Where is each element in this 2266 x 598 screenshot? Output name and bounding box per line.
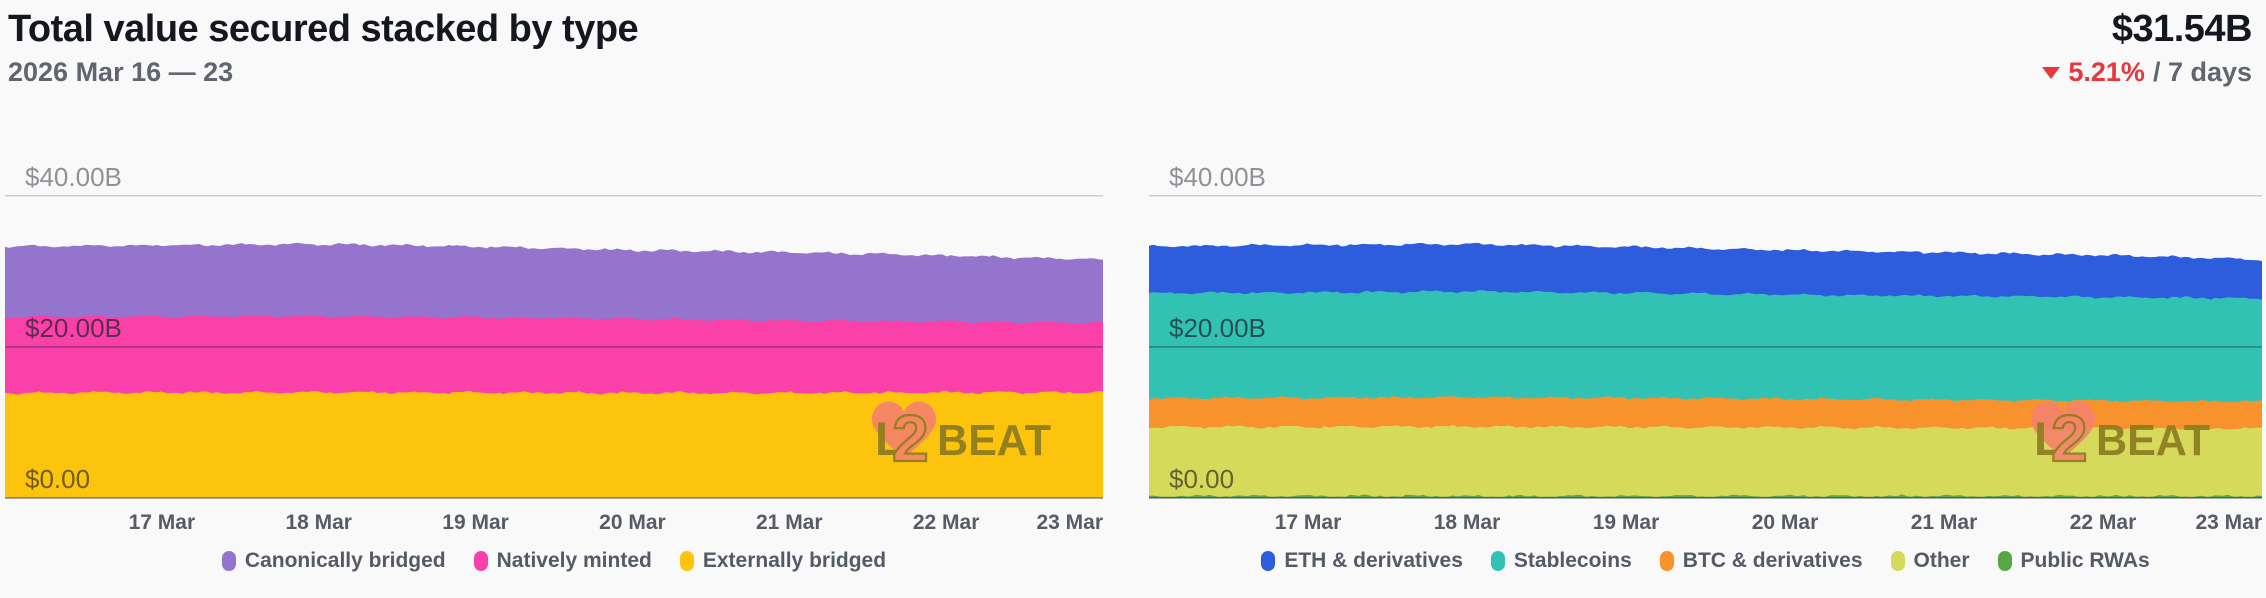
x-tick-label: 23 Mar	[1036, 511, 1103, 534]
heart-icon	[2030, 401, 2096, 459]
change-indicator: 5.21% / 7 days	[2042, 56, 2252, 88]
x-tick-label: 22 Mar	[913, 511, 980, 534]
chart-column-bridging-type: $0.00 $20.00B $40.00B 17 Mar 18 Mar 19 Mar 20 …	[5, 115, 1103, 573]
page-title: Total value secured stacked by type	[8, 8, 639, 50]
y-tick-label: $0.00	[25, 464, 90, 494]
chart-column-asset-type: $0.00 $20.00B $40.00B 17 Mar 18 Mar 19 Mar 20 …	[1149, 115, 2262, 573]
legend-label: Canonically bridged	[244, 549, 446, 573]
change-percent: 5.21%	[2068, 56, 2145, 87]
x-tick-label: 20 Mar	[599, 511, 666, 534]
chart-header: Total value secured stacked by type 2026…	[0, 0, 2266, 88]
legend-label: ETH & derivatives	[1284, 549, 1463, 573]
x-tick-label: 17 Mar	[1275, 511, 1342, 534]
x-tick-label: 22 Mar	[2070, 511, 2137, 534]
legend-swatch-icon	[1261, 551, 1276, 572]
legend-item-other[interactable]: Other	[1890, 549, 1970, 573]
x-tick-label: 19 Mar	[442, 511, 509, 534]
heart-icon	[871, 401, 937, 459]
x-tick-label: 20 Mar	[1752, 511, 1819, 534]
x-tick-label: 23 Mar	[2195, 511, 2262, 534]
legend-item-stablecoins[interactable]: Stablecoins	[1490, 549, 1632, 573]
x-tick-label: 18 Mar	[285, 511, 352, 534]
change-period: / 7 days	[2152, 56, 2252, 87]
x-tick-label: 17 Mar	[129, 511, 196, 534]
watermark-digit-2: 2	[892, 401, 929, 475]
x-tick-label: 21 Mar	[756, 511, 823, 534]
total-value: $31.54B	[2111, 8, 2253, 50]
l2beat-watermark: L2 BEAT	[871, 400, 1051, 476]
stacked-area-chart-asset-type[interactable]: $0.00 $20.00B $40.00B 17 Mar 18 Mar 19 Mar 20 …	[1149, 115, 2262, 535]
legend-item-canonically-bridged[interactable]: Canonically bridged	[221, 549, 446, 573]
watermark-beat: BEAT	[2096, 416, 2210, 465]
legend-swatch-icon	[473, 551, 488, 572]
legend-swatch-icon	[1997, 551, 2012, 572]
legend-bridging-type: Canonically bridged Natively minted Extern…	[5, 549, 1103, 573]
legend-item-externally-bridged[interactable]: Externally bridged	[679, 549, 887, 573]
x-tick-label: 18 Mar	[1434, 511, 1501, 534]
header-left: Total value secured stacked by type 2026…	[8, 8, 639, 88]
legend-item-natively-minted[interactable]: Natively minted	[473, 549, 652, 573]
legend-swatch-icon	[1490, 551, 1505, 572]
date-range: 2026 Mar 16 — 23	[8, 56, 234, 87]
charts-row: $0.00 $20.00B $40.00B 17 Mar 18 Mar 19 Mar 20 …	[0, 115, 2266, 573]
area-other	[1149, 424, 2262, 499]
y-tick-label: $20.00B	[25, 313, 122, 343]
y-tick-label: $40.00B	[1169, 162, 1266, 192]
area-public-rwas	[1149, 494, 2262, 499]
y-tick-label: $20.00B	[1169, 313, 1266, 343]
legend-label: Natively minted	[496, 549, 652, 573]
l2beat-watermark: L2 BEAT	[2030, 400, 2210, 476]
x-tick-label: 19 Mar	[1593, 511, 1660, 534]
watermark-beat: BEAT	[937, 416, 1051, 465]
legend-swatch-icon	[221, 551, 236, 572]
y-tick-label: $0.00	[1169, 464, 1234, 494]
legend-item-public-rwas[interactable]: Public RWAs	[1997, 549, 2150, 573]
legend-item-btc-derivatives[interactable]: BTC & derivatives	[1659, 549, 1863, 573]
y-tick-label: $40.00B	[25, 162, 122, 192]
legend-label: Public RWAs	[2020, 549, 2150, 573]
stacked-area-chart-bridging-type[interactable]: $0.00 $20.00B $40.00B 17 Mar 18 Mar 19 Mar 20 …	[5, 115, 1103, 535]
legend-swatch-icon	[679, 551, 694, 572]
x-tick-label: 21 Mar	[1911, 511, 1978, 534]
change-down-icon	[2042, 67, 2061, 80]
legend-swatch-icon	[1890, 551, 1905, 572]
legend-item-eth-derivatives[interactable]: ETH & derivatives	[1261, 549, 1463, 573]
legend-swatch-icon	[1659, 551, 1674, 572]
watermark-digit-2: 2	[2051, 401, 2088, 475]
header-right: $31.54B 5.21% / 7 days	[2042, 8, 2252, 88]
legend-label: Stablecoins	[1513, 549, 1632, 573]
legend-label: BTC & derivatives	[1682, 549, 1863, 573]
legend-label: Externally bridged	[702, 549, 887, 573]
legend-label: Other	[1913, 549, 1970, 573]
legend-asset-type: ETH & derivatives Stablecoins BTC & deriva…	[1149, 549, 2262, 573]
watermark-letter-l: L	[2034, 412, 2063, 465]
area-externally-bridged	[5, 390, 1103, 499]
watermark-letter-l: L	[875, 412, 904, 465]
